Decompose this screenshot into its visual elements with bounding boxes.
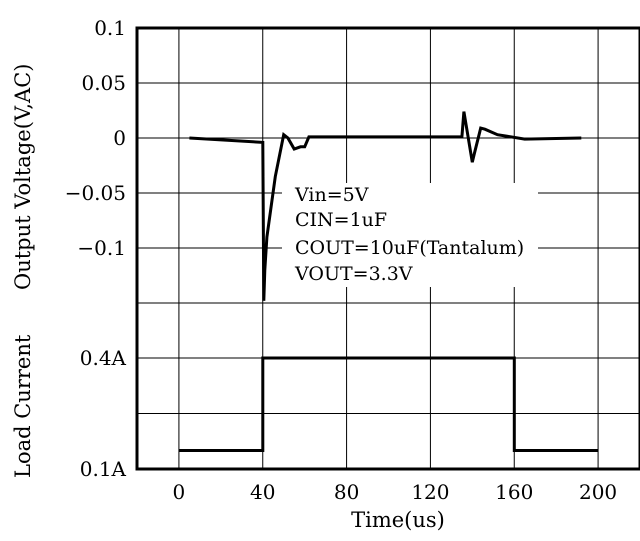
current-y-tick-label: 0.1A — [80, 457, 127, 481]
voltage-y-tick-labels: 0.1 0.05 0 −0.05 −0.1 — [65, 16, 126, 260]
voltage-y-tick-label: 0 — [113, 126, 126, 150]
x-tick-label: 40 — [250, 480, 275, 504]
annotation-vout: VOUT=3.3V — [294, 263, 413, 285]
annotation-background — [282, 183, 538, 287]
annotation-cout: COUT=10uF(Tantalum) — [295, 237, 524, 259]
voltage-y-tick-label: −0.05 — [65, 181, 126, 205]
traces — [178, 111, 599, 452]
voltage-y-tick-label: −0.1 — [77, 236, 126, 260]
plot-frame — [135, 26, 640, 471]
x-axis-label: Time(us) — [351, 508, 445, 532]
annotation-cin: CIN=1uF — [295, 209, 387, 231]
y-axis-label-current: Load Current — [11, 334, 35, 478]
x-tick-label: 80 — [334, 480, 359, 504]
current-y-tick-labels: 0.4A 0.1A — [80, 346, 127, 481]
annotation-box: Vin=5V CIN=1uF COUT=10uF(Tantalum) VOUT=… — [282, 183, 538, 287]
x-tick-label: 120 — [411, 480, 449, 504]
current-y-tick-label: 0.4A — [80, 346, 127, 370]
series-output-voltage — [189, 111, 582, 301]
x-tick-label: 0 — [173, 480, 186, 504]
y-axis-label-voltage: Output Voltage(V,AC) — [11, 64, 35, 290]
voltage-y-tick-label: 0.05 — [81, 71, 126, 95]
voltage-y-tick-label: 0.1 — [94, 16, 126, 40]
x-tick-label: 200 — [579, 480, 617, 504]
series-load-current — [178, 356, 599, 452]
annotation-vin: Vin=5V — [294, 184, 369, 206]
x-tick-labels: 0 40 80 120 160 200 — [173, 480, 618, 504]
x-tick-label: 160 — [495, 480, 533, 504]
